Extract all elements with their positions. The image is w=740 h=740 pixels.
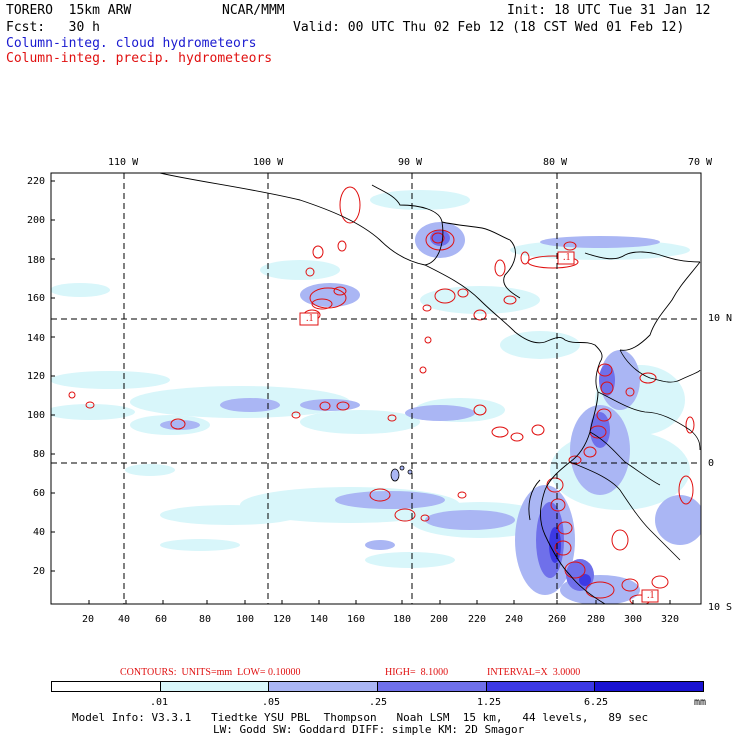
x-tick-220: 220	[468, 614, 487, 625]
x-tick-320: 320	[661, 614, 680, 625]
y-tick-220: 220	[27, 176, 46, 187]
lat-label-10s: 10 S	[708, 602, 733, 613]
contour-label-boxes	[299, 251, 659, 603]
colorbar-segment	[51, 681, 161, 692]
colorbar-segment	[485, 681, 596, 692]
lon-label-100w: 100 W	[253, 157, 284, 168]
hydrometeor-fields	[51, 173, 701, 604]
lon-label-90w: 90 W	[398, 157, 423, 168]
colorbar-segment	[159, 681, 270, 692]
colorbar-segment	[377, 681, 487, 692]
org-label: NCAR/MMM	[222, 3, 285, 18]
y-tick-60: 60	[33, 488, 46, 499]
physics-info: LW: Godd SW: Goddard DIFF: simple KM: 2D…	[213, 723, 525, 736]
y-tick-40: 40	[33, 527, 46, 538]
y-tick-80: 80	[33, 449, 46, 460]
x-tick-300: 300	[624, 614, 643, 625]
model-title: TORERO 15km ARW	[6, 3, 132, 18]
x-tick-240: 240	[505, 614, 524, 625]
x-tick-160: 160	[347, 614, 366, 625]
y-tick-160: 160	[27, 293, 46, 304]
y-tick-140: 140	[27, 333, 46, 344]
map-frame	[50, 172, 702, 605]
frame-ticks	[51, 180, 671, 604]
contour-label: .1	[306, 313, 314, 324]
contour-high: HIGH= 8.1000	[385, 667, 449, 678]
contour-units-low: CONTOURS: UNITS=mm LOW= 0.10000	[120, 667, 301, 678]
y-tick-200: 200	[27, 215, 46, 226]
y-tick-20: 20	[33, 566, 46, 577]
contour-interval: INTERVAL=X 3.0000	[487, 667, 581, 678]
contour-label: .1	[563, 252, 571, 263]
x-tick-20: 20	[82, 614, 95, 625]
valid-time: Valid: 00 UTC Thu 02 Feb 12 (18 CST Wed …	[293, 20, 685, 35]
x-tick-280: 280	[587, 614, 606, 625]
y-tick-100: 100	[27, 410, 46, 421]
lon-label-80w: 80 W	[543, 157, 568, 168]
lat-label-10n: 10 N	[708, 313, 733, 324]
colorbar-segment	[268, 681, 378, 692]
lat-label-0: 0	[708, 458, 715, 469]
x-tick-260: 260	[548, 614, 567, 625]
colorbar-label-01: .01	[150, 697, 169, 708]
colorbar-segment	[594, 681, 704, 692]
y-tick-180: 180	[27, 255, 46, 266]
lon-label-70w: 70 W	[688, 157, 713, 168]
x-tick-80: 80	[199, 614, 212, 625]
colorbar-unit: mm	[694, 697, 707, 708]
contour-label: .1	[647, 590, 655, 601]
x-tick-40: 40	[118, 614, 131, 625]
legend-cloud-hydrometeors: Column-integ. cloud hydrometeors	[6, 36, 257, 51]
country-borders	[569, 349, 701, 561]
x-tick-120: 120	[273, 614, 292, 625]
x-tick-180: 180	[393, 614, 412, 625]
model-info: Model Info: V3.3.1 Tiedtke YSU PBL Thomp…	[72, 711, 649, 724]
colorbar-label-25: .25	[369, 697, 388, 708]
galapagos-islands	[390, 465, 413, 482]
legend-precip-hydrometeors: Column-integ. precip. hydrometeors	[6, 51, 273, 66]
x-tick-60: 60	[155, 614, 168, 625]
y-tick-120: 120	[27, 371, 46, 382]
init-time: Init: 18 UTC Tue 31 Jan 12	[507, 3, 711, 18]
colorbar-label-05: .05	[262, 697, 281, 708]
x-tick-200: 200	[430, 614, 449, 625]
colorbar-label-125: 1.25	[477, 697, 502, 708]
lon-label-110w: 110 W	[108, 157, 139, 168]
x-tick-140: 140	[310, 614, 329, 625]
colorbar-label-625: 6.25	[584, 697, 609, 708]
forecast-hour: Fcst: 30 h	[6, 20, 100, 35]
coastlines	[159, 173, 701, 604]
x-tick-100: 100	[236, 614, 255, 625]
graticule	[51, 173, 701, 604]
